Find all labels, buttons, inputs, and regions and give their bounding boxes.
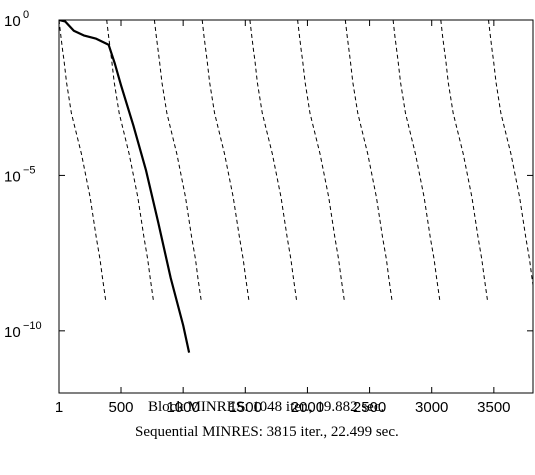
plot-frame bbox=[58, 19, 534, 394]
restart-curve-8 bbox=[392, 20, 441, 300]
y-tick-label: 10 bbox=[4, 168, 21, 185]
restart-curve-10 bbox=[488, 20, 533, 289]
y-tick-label-exponent: −10 bbox=[23, 320, 42, 332]
restart-curve-7 bbox=[344, 20, 393, 300]
x-tick-label: 1 bbox=[55, 399, 63, 416]
restart-curve-4 bbox=[201, 20, 250, 300]
x-tick-label: 2500 bbox=[353, 399, 386, 416]
x-tick-label: 1500 bbox=[229, 399, 262, 416]
y-tick-label: 10 bbox=[4, 13, 21, 30]
caption-block-minres: Block MINRES: 1048 iter., 19.882 sec. bbox=[148, 399, 385, 415]
restart-curve-5 bbox=[249, 20, 297, 300]
block-minres-curve bbox=[59, 20, 191, 353]
caption-sequential-minres: Sequential MINRES: 3815 iter., 22.499 se… bbox=[135, 424, 399, 440]
y-tick-label-exponent: 0 bbox=[23, 9, 29, 21]
restart-curve-6 bbox=[297, 20, 345, 300]
y-tick-label: 10 bbox=[4, 324, 21, 341]
y-tick-label-exponent: −5 bbox=[23, 164, 36, 176]
x-tick-label: 3000 bbox=[415, 399, 448, 416]
restart-curve-1 bbox=[59, 20, 107, 300]
x-tick-label: 1000 bbox=[166, 399, 199, 416]
x-tick-label: 3500 bbox=[477, 399, 510, 416]
restart-curve-3 bbox=[153, 20, 202, 300]
x-tick-label: 2000 bbox=[291, 399, 324, 416]
x-tick-label: 500 bbox=[108, 399, 133, 416]
restart-curve-9 bbox=[440, 20, 488, 300]
